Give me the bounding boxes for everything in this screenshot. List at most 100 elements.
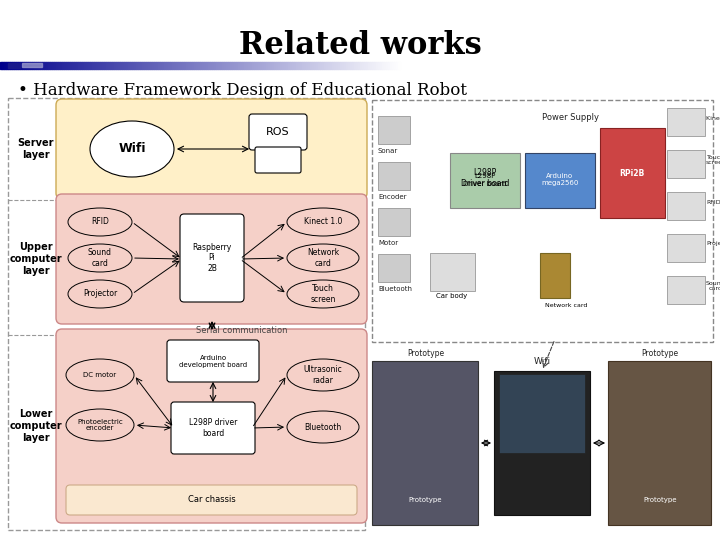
Bar <box>76 62 78 69</box>
Bar <box>204 62 206 69</box>
Bar <box>396 62 398 69</box>
Text: Sound
card: Sound card <box>706 281 720 292</box>
Bar <box>180 62 182 69</box>
Bar <box>382 62 384 69</box>
Bar <box>114 62 116 69</box>
Bar <box>102 62 104 69</box>
Bar <box>108 62 110 69</box>
Bar <box>118 62 120 69</box>
Bar <box>134 62 136 69</box>
Bar <box>86 62 89 69</box>
Bar <box>256 62 258 69</box>
Bar <box>600 128 665 218</box>
Bar <box>248 62 251 69</box>
Ellipse shape <box>68 280 132 308</box>
Bar <box>18 62 20 69</box>
Ellipse shape <box>68 208 132 236</box>
Bar <box>158 62 160 69</box>
Bar <box>96 62 98 69</box>
FancyBboxPatch shape <box>171 402 255 454</box>
Text: Network
card: Network card <box>307 248 339 268</box>
Text: Prototype: Prototype <box>642 349 678 358</box>
Bar <box>302 62 304 69</box>
Text: Kinect 1.0: Kinect 1.0 <box>304 218 342 226</box>
Bar <box>192 62 194 69</box>
Bar <box>88 62 90 69</box>
Ellipse shape <box>90 121 174 177</box>
Bar <box>198 62 200 69</box>
Bar <box>56 62 58 69</box>
Bar <box>78 62 80 69</box>
Text: Projector: Projector <box>706 241 720 246</box>
Text: DC motor: DC motor <box>84 372 117 378</box>
Bar <box>266 62 268 69</box>
Bar <box>360 62 362 69</box>
Bar <box>232 62 234 69</box>
Ellipse shape <box>287 244 359 272</box>
Bar <box>366 62 368 69</box>
Text: Arduino
development board: Arduino development board <box>179 354 247 368</box>
Bar <box>90 62 92 69</box>
Bar <box>288 62 290 69</box>
Bar <box>214 62 216 69</box>
Bar <box>54 62 56 69</box>
Bar <box>324 62 326 69</box>
Bar <box>162 62 164 69</box>
Bar <box>358 62 360 69</box>
Bar <box>332 62 334 69</box>
Bar <box>300 62 302 69</box>
Bar <box>168 62 170 69</box>
Bar <box>106 62 108 69</box>
Bar <box>8 98 365 530</box>
Bar <box>212 62 215 69</box>
Ellipse shape <box>287 411 359 443</box>
Bar <box>98 62 100 69</box>
Bar <box>292 62 294 69</box>
Bar <box>388 62 390 69</box>
Bar <box>70 62 72 69</box>
Text: Server
layer: Server layer <box>18 138 54 160</box>
Bar <box>398 62 400 69</box>
Bar <box>104 62 107 69</box>
Text: Upper
computer
layer: Upper computer layer <box>9 242 63 275</box>
Bar <box>100 62 102 69</box>
Bar <box>499 374 585 453</box>
Bar <box>190 62 192 69</box>
Bar <box>14 62 16 69</box>
Bar <box>116 62 118 69</box>
Bar <box>176 62 179 69</box>
Bar <box>378 162 410 190</box>
Bar <box>36 62 38 69</box>
Bar <box>274 62 276 69</box>
Bar <box>178 62 180 69</box>
Bar <box>254 62 256 69</box>
Bar <box>218 62 220 69</box>
Bar <box>220 62 222 69</box>
Bar <box>667 192 705 220</box>
Bar <box>66 62 68 69</box>
Bar <box>540 253 570 298</box>
Bar <box>160 62 162 69</box>
Bar <box>380 62 382 69</box>
Text: Motor: Motor <box>378 240 398 246</box>
Bar <box>146 62 148 69</box>
Bar <box>362 62 364 69</box>
Bar <box>244 62 246 69</box>
Text: Sonar: Sonar <box>378 148 398 154</box>
Bar <box>144 62 146 69</box>
Bar <box>667 108 705 136</box>
Bar <box>310 62 312 69</box>
Bar <box>0 62 2 69</box>
Bar <box>260 62 262 69</box>
Bar <box>272 62 274 69</box>
Bar <box>200 62 202 69</box>
Text: Sound
card: Sound card <box>88 248 112 268</box>
Bar <box>330 62 332 69</box>
Bar <box>270 62 272 69</box>
Text: Kinect LiB: Kinect LiB <box>706 116 720 120</box>
FancyBboxPatch shape <box>66 485 357 515</box>
Bar <box>494 371 590 515</box>
Bar <box>52 62 54 69</box>
Bar <box>154 62 156 69</box>
Bar <box>142 62 144 69</box>
